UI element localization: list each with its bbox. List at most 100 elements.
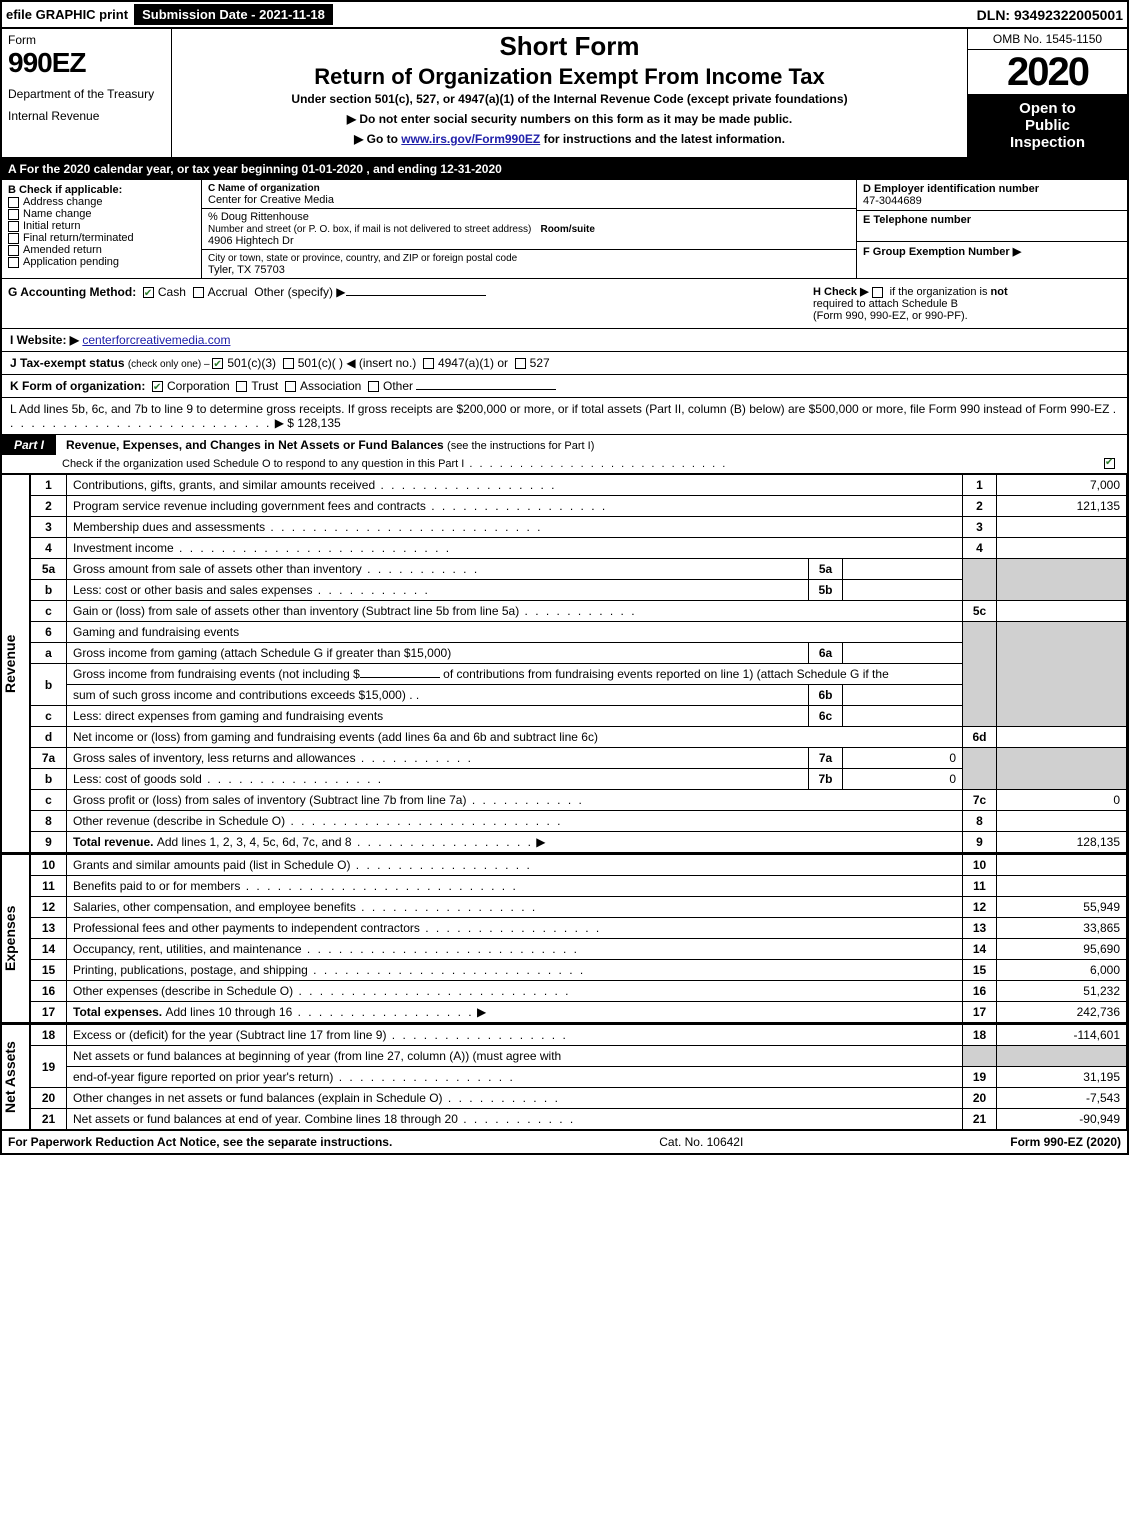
chk-application-pending[interactable] bbox=[8, 257, 19, 268]
omb-number: OMB No. 1545-1150 bbox=[968, 29, 1127, 50]
ln21-n: 21 bbox=[31, 1109, 67, 1130]
ln7b-n: b bbox=[31, 769, 67, 790]
j-lbl: J Tax-exempt status bbox=[10, 356, 128, 370]
ln6d-box: 6d bbox=[963, 727, 997, 748]
form-number: 990EZ bbox=[8, 47, 165, 79]
ln9-n: 9 bbox=[31, 832, 67, 853]
ln10-box: 10 bbox=[963, 855, 997, 876]
ln6d-n: d bbox=[31, 727, 67, 748]
ln13-n: 13 bbox=[31, 918, 67, 939]
g-other: Other (specify) ▶ bbox=[254, 285, 345, 299]
opt-initial-return: Initial return bbox=[23, 220, 80, 232]
boxes-d-e-f: D Employer identification number 47-3044… bbox=[857, 180, 1127, 278]
tax-period-row: A For the 2020 calendar year, or tax yea… bbox=[2, 159, 1127, 180]
k-other-fill[interactable] bbox=[416, 389, 556, 390]
ln7b-mid: 7b bbox=[809, 769, 843, 790]
period-end: 12-31-2020 bbox=[440, 162, 501, 176]
chk-amended-return[interactable] bbox=[8, 245, 19, 256]
e-lbl: E Telephone number bbox=[863, 214, 971, 226]
chk-initial-return[interactable] bbox=[8, 221, 19, 232]
k-c: Association bbox=[300, 379, 361, 393]
street-lbl: Number and street (or P. O. box, if mail… bbox=[208, 224, 531, 235]
city-lbl: City or town, state or province, country… bbox=[208, 253, 517, 264]
ln6a-mid: 6a bbox=[809, 643, 843, 664]
ln1-box: 1 bbox=[963, 475, 997, 496]
goto-post: for instructions and the latest informat… bbox=[540, 132, 785, 146]
net-assets-section: Net Assets 18Excess or (deficit) for the… bbox=[2, 1024, 1127, 1131]
ln6b-fill[interactable] bbox=[360, 677, 440, 678]
ln14-amt: 95,690 bbox=[997, 939, 1127, 960]
g-other-fill[interactable] bbox=[346, 295, 486, 296]
care-of: % Doug Rittenhouse bbox=[208, 211, 309, 223]
l-text: L Add lines 5b, 6c, and 7b to line 9 to … bbox=[10, 402, 1109, 416]
ln5c-n: c bbox=[31, 601, 67, 622]
chk-schedule-o[interactable] bbox=[1104, 458, 1115, 469]
chk-527[interactable] bbox=[515, 358, 526, 369]
ln7a-mid: 7a bbox=[809, 748, 843, 769]
h-post: if the organization is bbox=[887, 286, 991, 298]
chk-4947[interactable] bbox=[423, 358, 434, 369]
chk-cash[interactable] bbox=[143, 287, 154, 298]
ln19-amt: 31,195 bbox=[997, 1067, 1127, 1088]
ln7b-midamt: 0 bbox=[843, 769, 963, 790]
chk-trust[interactable] bbox=[236, 381, 247, 392]
ln20-d: Other changes in net assets or fund bala… bbox=[73, 1091, 443, 1105]
ln6a-d: Gross income from gaming (attach Schedul… bbox=[73, 646, 451, 660]
chk-accrual[interactable] bbox=[193, 287, 204, 298]
opt-address-change: Address change bbox=[23, 196, 103, 208]
goto-link[interactable]: www.irs.gov/Form990EZ bbox=[401, 132, 540, 146]
j-c: 4947(a)(1) or bbox=[438, 356, 508, 370]
efile-print[interactable]: efile GRAPHIC print bbox=[6, 7, 128, 22]
ln13-d: Professional fees and other payments to … bbox=[73, 921, 420, 935]
ln7a-d: Gross sales of inventory, less returns a… bbox=[73, 751, 356, 765]
ln20-amt: -7,543 bbox=[997, 1088, 1127, 1109]
j-row: J Tax-exempt status (check only one) ‒ 5… bbox=[2, 352, 1127, 375]
ln6b-d2: of contributions from fundraising events… bbox=[443, 667, 889, 681]
ln5b-mid: 5b bbox=[809, 580, 843, 601]
ln4-d: Investment income bbox=[73, 541, 174, 555]
dept-treasury: Department of the Treasury bbox=[8, 87, 165, 101]
ln8-amt bbox=[997, 811, 1127, 832]
i-lbl: I Website: ▶ bbox=[10, 333, 79, 347]
chk-501c3[interactable] bbox=[212, 358, 223, 369]
chk-final-return[interactable] bbox=[8, 233, 19, 244]
ln3-n: 3 bbox=[31, 517, 67, 538]
part-i-title: Revenue, Expenses, and Changes in Net As… bbox=[66, 438, 447, 452]
chk-name-change[interactable] bbox=[8, 209, 19, 220]
h-l2: required to attach Schedule B bbox=[813, 298, 958, 310]
c-name-lbl: C Name of organization bbox=[208, 183, 320, 194]
chk-501c[interactable] bbox=[283, 358, 294, 369]
f-lbl: F Group Exemption Number ▶ bbox=[863, 246, 1021, 258]
j-a: 501(c)(3) bbox=[227, 356, 276, 370]
dln: DLN: 93492322005001 bbox=[977, 7, 1123, 23]
short-form-label: Short Form bbox=[178, 31, 961, 62]
j-hint: (check only one) ‒ bbox=[128, 359, 213, 370]
open-to-public: Open to Public Inspection bbox=[968, 94, 1127, 157]
ln5c-box: 5c bbox=[963, 601, 997, 622]
chk-assoc[interactable] bbox=[285, 381, 296, 392]
chk-other-org[interactable] bbox=[368, 381, 379, 392]
ln6c-n: c bbox=[31, 706, 67, 727]
ln16-n: 16 bbox=[31, 981, 67, 1002]
opt-application-pending: Application pending bbox=[23, 256, 119, 268]
ln16-box: 16 bbox=[963, 981, 997, 1002]
footer-mid: Cat. No. 10642I bbox=[659, 1135, 743, 1149]
website-link[interactable]: centerforcreativemedia.com bbox=[82, 333, 230, 347]
ln9-d: Total revenue. bbox=[73, 835, 157, 849]
chk-address-change[interactable] bbox=[8, 197, 19, 208]
ln16-d: Other expenses (describe in Schedule O) bbox=[73, 984, 293, 998]
chk-h[interactable] bbox=[872, 287, 883, 298]
k-lbl: K Form of organization: bbox=[10, 379, 145, 393]
opt-amended-return: Amended return bbox=[23, 244, 102, 256]
ln6d-amt bbox=[997, 727, 1127, 748]
g-lbl: G Accounting Method: bbox=[8, 285, 136, 299]
ln8-box: 8 bbox=[963, 811, 997, 832]
ln5b-d: Less: cost or other basis and sales expe… bbox=[73, 583, 312, 597]
ln18-n: 18 bbox=[31, 1025, 67, 1046]
ln12-box: 12 bbox=[963, 897, 997, 918]
org-name: Center for Creative Media bbox=[208, 194, 334, 206]
check-o-dots bbox=[464, 458, 727, 470]
chk-corp[interactable] bbox=[152, 381, 163, 392]
ln15-amt: 6,000 bbox=[997, 960, 1127, 981]
ln2-d: Program service revenue including govern… bbox=[73, 499, 426, 513]
